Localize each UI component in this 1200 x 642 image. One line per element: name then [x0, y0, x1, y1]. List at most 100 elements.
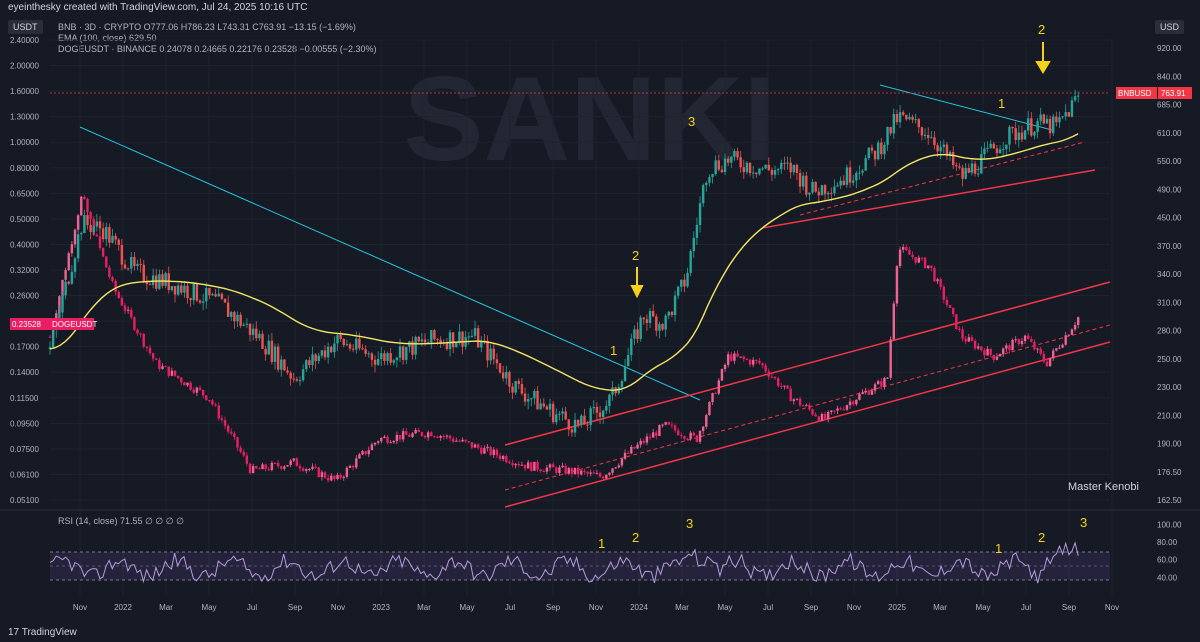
bnb-support-line[interactable]	[761, 169, 1096, 229]
candle	[576, 419, 580, 425]
candle	[164, 366, 167, 368]
candle	[739, 356, 742, 358]
time-tick-label: May	[459, 603, 474, 612]
candle	[51, 329, 55, 348]
legend-bnb[interactable]: BNB · 3D · CRYPTO O777.06 H786.23 L743.3…	[58, 22, 356, 32]
time-tick-label: 2022	[114, 603, 132, 612]
ema-line[interactable]	[49, 133, 1079, 391]
candle	[995, 356, 999, 360]
candle	[786, 385, 789, 389]
candle	[642, 440, 645, 443]
candle	[767, 164, 771, 170]
time-tick-label: 2025	[888, 603, 906, 612]
candle	[730, 354, 733, 361]
candle	[608, 472, 611, 475]
candle	[289, 460, 292, 466]
candle	[192, 389, 195, 393]
candle	[242, 324, 245, 326]
wave-label: 1	[998, 96, 1005, 111]
candle	[251, 328, 255, 335]
rsi-axis: 100.00 80.00 60.00 40.00	[1157, 520, 1182, 582]
cyan-resistance-line[interactable]	[879, 84, 1053, 131]
doge-channel-top[interactable]	[504, 281, 1111, 446]
candle	[170, 286, 174, 291]
candle	[676, 286, 680, 296]
candle	[886, 377, 889, 379]
time-tick-label: Jul	[1021, 603, 1031, 612]
candle	[892, 303, 896, 340]
left-tick-label: 0.07500	[10, 445, 39, 454]
candle	[198, 387, 202, 390]
candle	[745, 358, 749, 360]
candle	[848, 401, 852, 406]
candle	[701, 185, 705, 204]
legend-doge[interactable]: DOGEUSDT · BINANCE 0.24078 0.24665 0.221…	[58, 44, 377, 54]
cyan-downtrend-line[interactable]	[79, 126, 701, 401]
candle	[348, 465, 352, 468]
candle	[361, 451, 364, 455]
candle	[461, 331, 464, 347]
rsi-legend[interactable]: RSI (14, close) 71.55 ∅ ∅ ∅ ∅	[58, 516, 184, 526]
doge-price-tag[interactable]: 0.23528 DOGEUSDT	[10, 318, 97, 330]
candle	[314, 354, 317, 362]
bnb-midline[interactable]	[799, 141, 1086, 216]
doge-series[interactable]	[48, 195, 1080, 483]
candle	[389, 353, 392, 363]
doge-channel-bottom[interactable]	[504, 341, 1111, 508]
candle	[308, 360, 311, 366]
candle	[295, 458, 299, 467]
candle	[373, 442, 377, 445]
candle	[317, 467, 320, 478]
right-currency-badge[interactable]: USD	[1155, 20, 1185, 34]
bnb-price-tag[interactable]: BNBUSD 763.91	[1116, 87, 1192, 99]
rsi-line[interactable]	[49, 541, 1079, 584]
candle	[1008, 126, 1011, 145]
candle	[636, 329, 639, 340]
candle	[873, 150, 877, 160]
candle	[73, 229, 77, 245]
candle	[445, 342, 449, 350]
candle	[473, 328, 477, 336]
candle	[948, 151, 952, 156]
candle	[695, 435, 699, 442]
candle	[1036, 348, 1039, 350]
candle	[680, 435, 683, 437]
wave-label: 2	[1038, 530, 1045, 545]
candle	[1042, 353, 1046, 362]
candle	[133, 257, 136, 267]
candle	[167, 366, 170, 376]
candle	[89, 212, 92, 220]
candle	[1033, 341, 1036, 350]
candle	[967, 167, 971, 173]
left-currency-badge[interactable]: USDT	[8, 20, 43, 34]
time-tick-label: Sep	[804, 603, 819, 612]
candle	[239, 314, 242, 326]
candle	[839, 180, 842, 186]
candle	[933, 268, 936, 282]
candle	[267, 340, 270, 355]
candle	[683, 279, 686, 287]
left-tick-label: 1.30000	[10, 113, 39, 122]
candle	[814, 181, 817, 192]
candle	[1048, 118, 1052, 134]
candle	[326, 346, 330, 358]
wave-label: 2	[1038, 22, 1045, 37]
candle	[945, 299, 949, 306]
legend-ema[interactable]: EMA (100, close) 629.50	[58, 33, 157, 43]
left-tick-label: 0.26000	[10, 292, 39, 301]
candle	[642, 317, 645, 320]
candle	[758, 168, 761, 175]
rsi-wave-labels: 1 2 3 1 2 3	[598, 515, 1087, 556]
candle	[264, 348, 267, 355]
candle	[442, 436, 445, 438]
left-tick-label: 0.80000	[10, 164, 39, 173]
candle	[492, 348, 495, 360]
candle	[183, 285, 186, 293]
candle	[1067, 334, 1071, 336]
candle	[939, 279, 942, 287]
rsi-tick-label: 100.00	[1157, 520, 1182, 529]
candle	[717, 160, 720, 170]
bnb-series[interactable]	[48, 89, 1080, 438]
candle	[233, 433, 236, 438]
